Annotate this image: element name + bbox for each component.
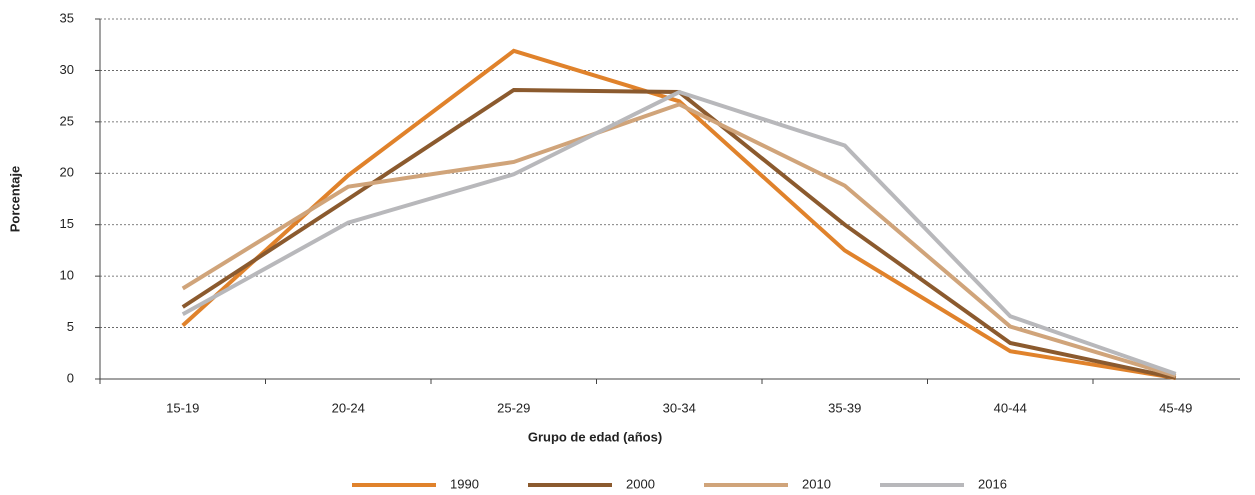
legend-label: 2000 [626,476,655,491]
y-axis-label: Porcentaje [7,166,22,232]
x-tick-label: 45-49 [1159,400,1192,415]
y-tick-label: 20 [60,165,74,180]
x-tick-label: 40-44 [994,400,1027,415]
x-tick-label: 25-29 [497,400,530,415]
y-tick-label: 30 [60,62,74,77]
x-tick-label: 20-24 [332,400,365,415]
y-tick-label: 5 [67,319,74,334]
legend-label: 2016 [978,476,1007,491]
x-tick-label: 35-39 [828,400,861,415]
legend-label: 1990 [450,476,479,491]
legend-label: 2010 [802,476,831,491]
series-line [181,89,1177,376]
y-tick-label: 0 [67,370,74,385]
y-tick-label: 25 [60,113,74,128]
y-tick-label: 15 [60,216,74,231]
y-tick-label: 10 [60,268,74,283]
series-line [181,48,1177,380]
x-tick-label: 30-34 [663,400,696,415]
x-axis-label: Grupo de edad (años) [528,429,662,444]
y-tick-label: 35 [60,10,74,25]
x-tick-label: 15-19 [166,400,199,415]
series-line [181,102,1177,378]
